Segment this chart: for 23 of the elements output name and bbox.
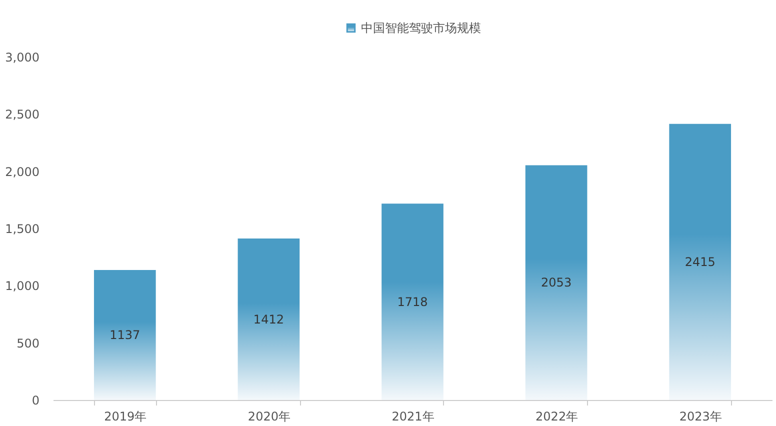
legend-label: 中国智能驾驶市场规模 [361,21,481,35]
data-label: 1137 [110,328,140,342]
data-label: 1412 [253,312,284,326]
data-label: 1718 [397,294,428,309]
x-tick-label: 2022年 [536,410,578,424]
x-tick-label: 2020年 [248,410,290,424]
y-tick-label: 3,000 [5,50,40,64]
bar [525,165,588,400]
data-label: 2053 [541,276,572,290]
bar [238,238,300,400]
y-tick-label: 1,000 [5,279,40,294]
x-tick-label: 2019年 [104,410,147,424]
bar [382,204,444,400]
y-tick-label: 0 [32,394,40,408]
y-tick-label: 2,500 [5,108,40,122]
y-tick-label: 1,500 [5,222,40,236]
y-tick-label: 500 [16,336,40,350]
y-tick-label: 2,000 [5,164,40,179]
data-label: 2415 [684,254,716,269]
x-tick-label: 2023年 [679,410,722,424]
bar [94,270,156,400]
bar [669,124,732,400]
x-tick-label: 2021年 [392,410,434,424]
